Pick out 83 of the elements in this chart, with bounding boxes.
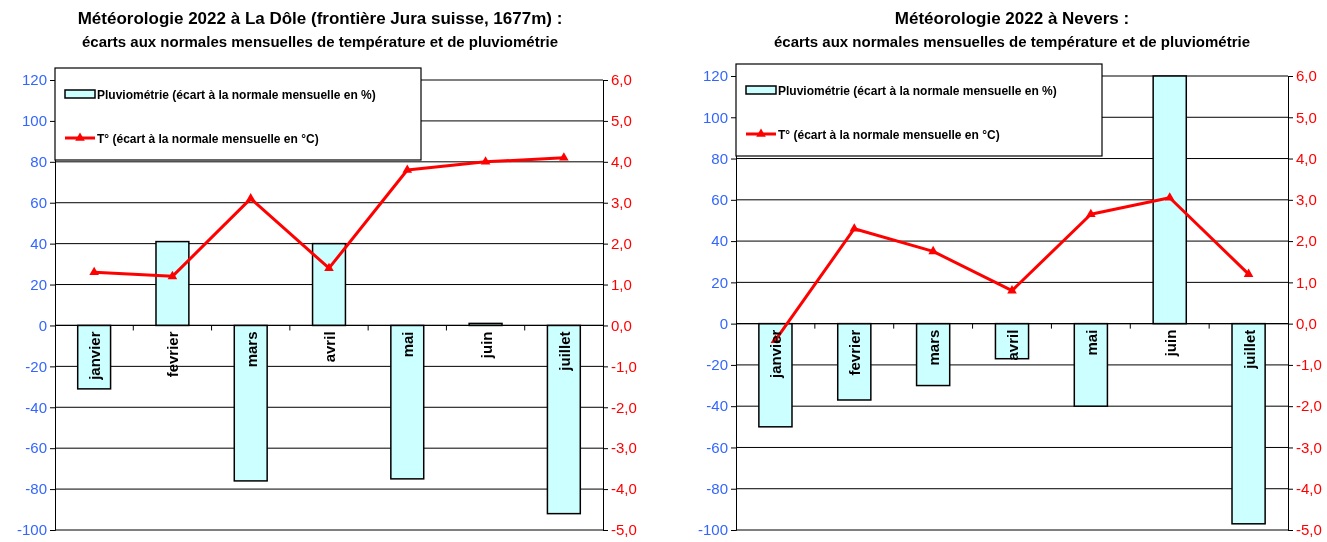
y2-tick-label: -3,0: [611, 439, 637, 457]
y-tick-label: -80: [25, 480, 47, 498]
point: [324, 262, 334, 271]
y2-tick-label: 1,0: [611, 275, 632, 293]
x-tick-label: avril: [321, 331, 338, 363]
chart-subtitle: écarts aux normales mensuelles de température et de pluviométrie: [81, 33, 559, 50]
y2-tick-label: 2,0: [611, 234, 632, 252]
y2-tick-label: -1,0: [611, 357, 637, 375]
y2-tick-label: 0,0: [611, 316, 632, 334]
y-tick-label: 100: [21, 112, 47, 130]
y2-tick-label: 5,0: [611, 112, 632, 130]
y-tick-label: 120: [21, 71, 47, 89]
y2-tick-label: 4,0: [1296, 149, 1317, 167]
y2-tick-label: 6,0: [611, 71, 632, 89]
y2-tick-label: -5,0: [611, 521, 637, 539]
legend-label: Pluviométrie (écart à la normale mensuelle en %): [778, 84, 1057, 98]
y2-tick-label: 2,0: [1296, 232, 1317, 250]
y2-tick-label: -2,0: [1296, 397, 1322, 415]
x-tick-label: janvier: [86, 331, 104, 381]
y-tick-label: -60: [25, 439, 47, 457]
x-tick-label: avril: [1004, 329, 1021, 361]
point: [89, 266, 99, 276]
y2-tick-label: -5,0: [1296, 521, 1322, 539]
x-tick-label: juillet: [1240, 329, 1258, 370]
y-tick-label: 40: [30, 234, 47, 252]
x-tick-label: mars: [242, 331, 260, 368]
x-tick-label: juin: [477, 331, 495, 360]
point: [1243, 268, 1254, 277]
x-tick-label: mai: [1082, 329, 1100, 356]
y2-tick-label: 1,0: [1296, 273, 1317, 291]
y2-tick-label: -4,0: [1296, 480, 1322, 498]
y-tick-label: -20: [25, 357, 47, 375]
y-tick-label: -20: [706, 356, 728, 374]
y-tick-label: 40: [711, 232, 728, 250]
point: [402, 164, 413, 173]
y-tick-label: 100: [702, 108, 728, 126]
y-tick-label: -80: [706, 480, 728, 498]
y-tick-label: 80: [711, 149, 728, 167]
point: [1007, 285, 1017, 294]
y2-tick-label: -3,0: [1296, 438, 1322, 456]
point: [559, 152, 569, 161]
x-tick-label: janvier: [767, 329, 785, 380]
y2-tick-label: 4,0: [611, 153, 632, 171]
legend-label: T° (écart à la normale mensuelle en °C): [97, 132, 319, 146]
y-tick-label: -40: [25, 398, 47, 416]
y-tick-label: 80: [30, 153, 47, 171]
point: [480, 156, 491, 165]
x-tick-label: mars: [925, 329, 943, 366]
y2-tick-label: 5,0: [1296, 108, 1317, 126]
y-tick-label: 60: [711, 191, 728, 209]
legend-label: Pluviométrie (écart à la normale mensuelle en %): [97, 88, 376, 102]
y2-tick-label: 3,0: [611, 194, 632, 212]
chart-title: Météorologie 2022 à La Dôle (frontière Jura suisse, 1677m) :: [77, 9, 563, 28]
x-tick-label: juillet: [555, 331, 573, 372]
y2-tick-label: 3,0: [1296, 191, 1317, 209]
y-tick-label: 0: [38, 316, 47, 334]
point: [928, 245, 938, 255]
y-tick-label: 0: [719, 314, 728, 332]
y2-tick-label: 6,0: [1296, 67, 1317, 85]
point: [245, 193, 256, 202]
point: [167, 270, 178, 280]
x-tick-label: mai: [399, 331, 417, 358]
y-tick-label: 20: [30, 275, 47, 293]
y-tick-label: -100: [697, 521, 728, 539]
y2-tick-label: 0,0: [1296, 314, 1317, 332]
y-tick-label: -60: [706, 438, 728, 456]
y-tick-label: 60: [30, 194, 47, 212]
point: [1164, 192, 1175, 201]
y2-tick-label: -1,0: [1296, 356, 1322, 374]
y2-tick-label: -4,0: [611, 480, 637, 498]
chart-title: Météorologie 2022 à Nevers :: [894, 9, 1130, 28]
chart-subtitle: écarts aux normales mensuelles de température et de pluviométrie: [773, 33, 1251, 50]
point: [849, 223, 860, 232]
y-tick-label: 120: [702, 67, 728, 85]
x-tick-label: juin: [1161, 329, 1179, 358]
x-tick-label: fevrier: [846, 329, 864, 376]
y-tick-label: -100: [16, 521, 47, 539]
x-tick-label: fevrier: [164, 331, 182, 378]
point: [1086, 208, 1096, 218]
y2-tick-label: -2,0: [611, 398, 637, 416]
y-tick-label: -40: [706, 397, 728, 415]
legend-label: T° (écart à la normale mensuelle en °C): [778, 128, 1000, 142]
y-tick-label: 20: [711, 273, 728, 291]
